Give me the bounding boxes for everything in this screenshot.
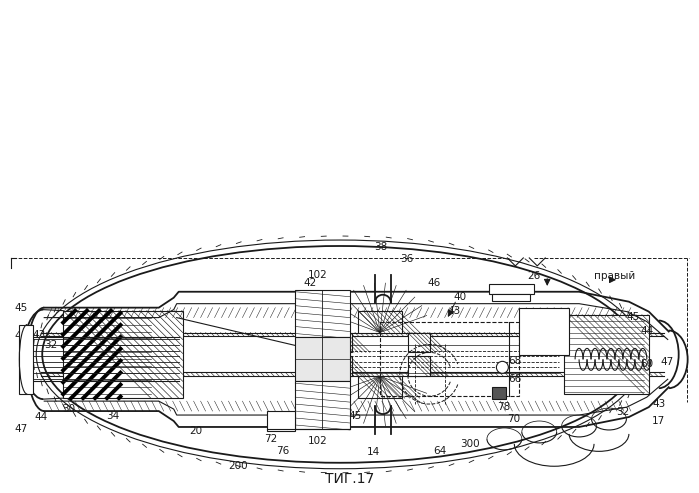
Bar xyxy=(295,381,350,429)
Bar xyxy=(330,356,352,376)
Bar xyxy=(358,376,402,398)
Text: 42: 42 xyxy=(303,278,317,288)
Text: 64: 64 xyxy=(433,446,446,456)
Text: 26: 26 xyxy=(528,271,541,281)
Bar xyxy=(380,321,519,396)
Bar xyxy=(295,290,350,338)
Text: 60: 60 xyxy=(640,359,654,369)
Text: 47: 47 xyxy=(15,424,28,434)
Text: 46: 46 xyxy=(427,278,440,288)
Bar xyxy=(330,332,352,352)
Text: 102: 102 xyxy=(308,270,328,280)
Text: 32: 32 xyxy=(45,341,58,351)
Bar xyxy=(358,311,402,332)
Text: 14: 14 xyxy=(367,447,380,457)
Text: 200: 200 xyxy=(229,461,248,471)
Bar xyxy=(20,324,34,394)
Text: 62: 62 xyxy=(551,311,564,320)
Text: 43: 43 xyxy=(652,399,665,409)
Text: 44: 44 xyxy=(35,412,48,422)
Bar xyxy=(519,308,569,355)
Text: ΤИГ.17: ΤИГ.17 xyxy=(325,472,375,486)
Ellipse shape xyxy=(42,246,638,463)
Text: 74: 74 xyxy=(521,322,534,333)
Text: 76: 76 xyxy=(275,446,289,456)
Text: 45: 45 xyxy=(15,303,28,313)
Bar xyxy=(492,387,506,399)
Bar xyxy=(408,356,430,376)
Text: 30: 30 xyxy=(62,404,75,414)
Text: 20: 20 xyxy=(189,426,202,436)
Text: 36: 36 xyxy=(400,254,413,264)
Text: 44: 44 xyxy=(640,325,654,336)
Text: 300: 300 xyxy=(460,439,480,449)
Bar xyxy=(267,411,295,431)
Text: 34: 34 xyxy=(106,411,120,421)
Text: 40: 40 xyxy=(453,292,466,302)
Text: 78: 78 xyxy=(497,402,510,412)
Text: 47: 47 xyxy=(15,331,28,342)
Bar xyxy=(63,311,182,398)
Bar xyxy=(295,338,350,381)
Text: 32: 32 xyxy=(617,407,630,417)
Text: 72: 72 xyxy=(264,434,277,444)
Text: 17: 17 xyxy=(652,416,665,426)
Text: 38: 38 xyxy=(374,242,387,252)
Text: 47: 47 xyxy=(660,357,673,367)
Bar xyxy=(492,294,531,301)
Text: 45: 45 xyxy=(626,312,640,321)
Bar xyxy=(489,284,534,294)
Text: 70: 70 xyxy=(507,414,520,424)
Text: 44: 44 xyxy=(329,401,342,411)
Text: 45: 45 xyxy=(348,411,361,421)
Text: 43: 43 xyxy=(33,329,46,340)
Bar xyxy=(564,315,649,394)
Text: 100: 100 xyxy=(312,350,332,359)
Text: 43: 43 xyxy=(447,306,460,316)
Text: 68: 68 xyxy=(509,356,522,366)
Bar xyxy=(408,332,430,352)
Text: правый: правый xyxy=(594,271,635,281)
Text: 102: 102 xyxy=(308,436,328,446)
Text: 66: 66 xyxy=(509,374,522,384)
Circle shape xyxy=(496,361,508,373)
